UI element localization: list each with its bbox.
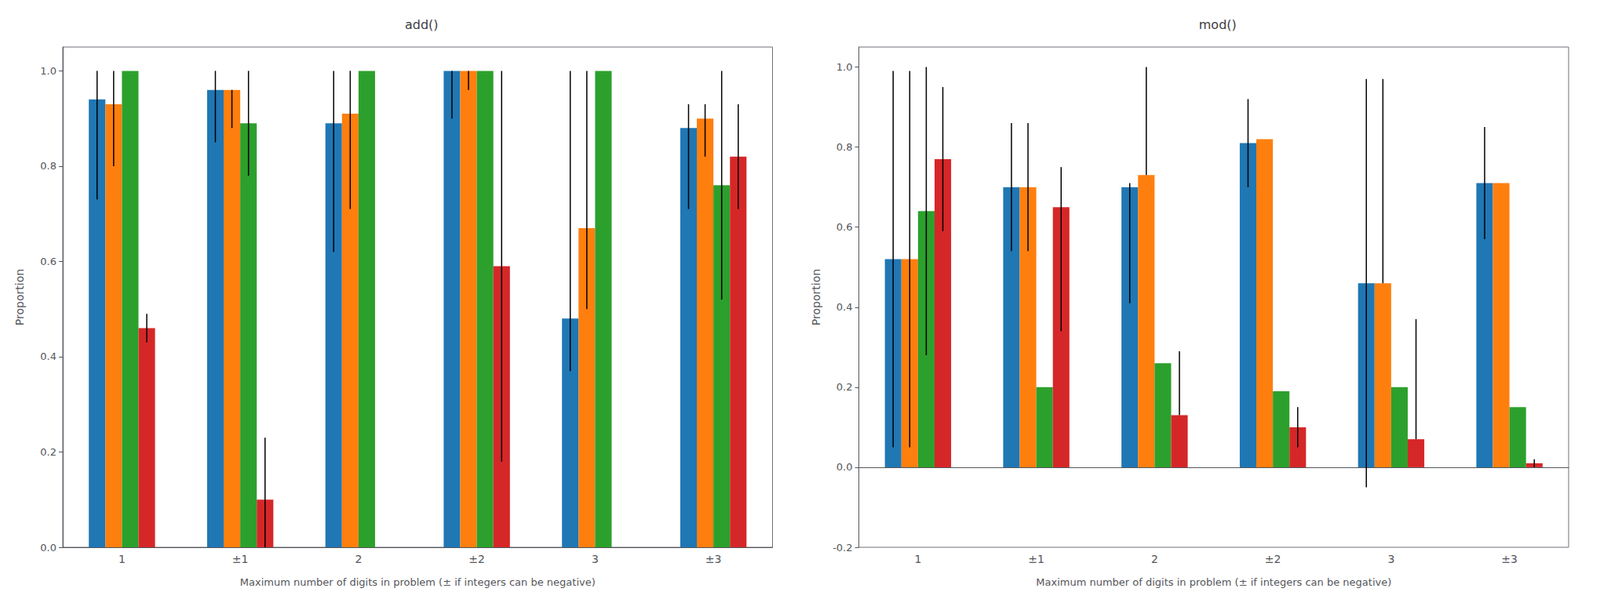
svg-text:Proportion: Proportion [13,269,26,326]
svg-text:1.0: 1.0 [40,65,57,77]
svg-text:0.0: 0.0 [836,461,853,474]
svg-text:add(): add() [404,17,439,33]
svg-text:0.4: 0.4 [40,350,57,363]
svg-text:0.2: 0.2 [40,446,57,459]
svg-text:0.6: 0.6 [40,255,57,268]
svg-text:±1: ±1 [232,553,249,566]
svg-text:±2: ±2 [468,553,485,566]
svg-text:2: 2 [1151,553,1159,566]
svg-text:Maximum number of digits in pr: Maximum number of digits in problem (± i… [1035,576,1392,589]
svg-text:Maximum number of digits in pr: Maximum number of digits in problem (± i… [240,576,596,589]
svg-text:1: 1 [118,553,126,566]
svg-text:±1: ±1 [1027,553,1045,566]
svg-text:0.2: 0.2 [836,381,853,394]
svg-text:±3: ±3 [705,553,722,566]
svg-text:3: 3 [1387,553,1395,566]
svg-text:-0.2: -0.2 [832,542,853,554]
svg-text:±3: ±3 [1501,553,1518,566]
svg-text:0.0: 0.0 [40,542,57,554]
svg-text:1: 1 [914,553,922,566]
svg-text:mod(): mod() [1199,17,1237,33]
svg-text:3: 3 [591,553,599,566]
svg-text:±2: ±2 [1264,553,1282,566]
svg-text:0.4: 0.4 [836,301,853,314]
svg-text:0.8: 0.8 [40,160,57,172]
svg-text:2: 2 [354,553,362,566]
svg-text:1.0: 1.0 [836,61,853,73]
svg-text:Proportion: Proportion [809,269,823,326]
svg-text:0.8: 0.8 [836,141,853,154]
svg-text:0.6: 0.6 [836,221,853,234]
